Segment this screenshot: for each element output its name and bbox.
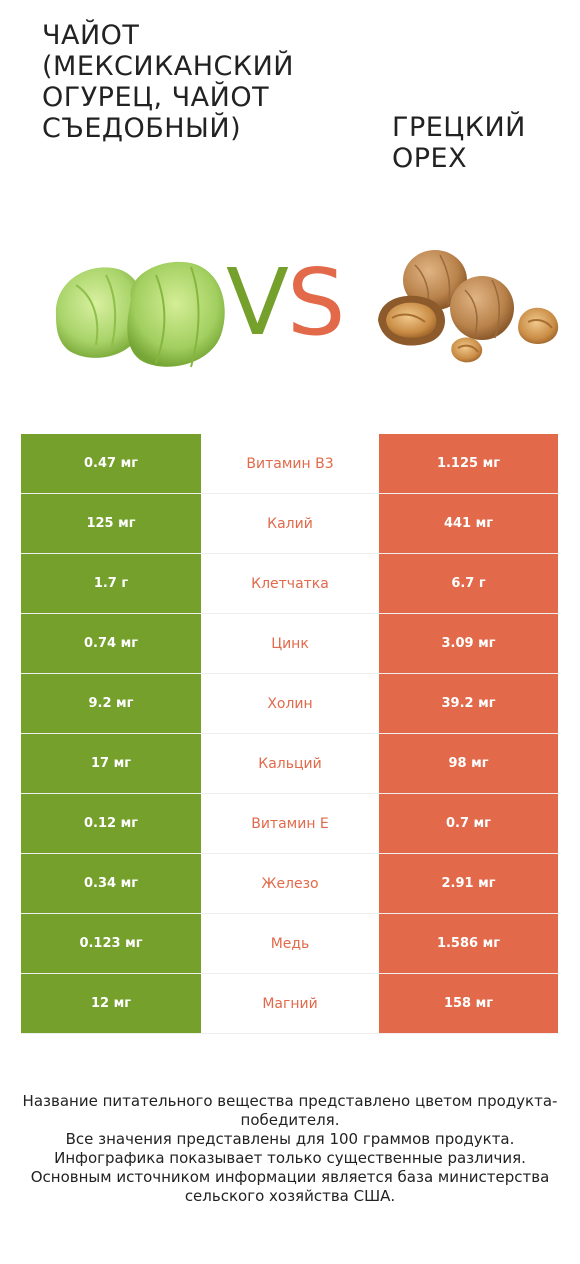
nutrient-name: Железо (201, 854, 379, 913)
left-value: 0.47 мг (21, 434, 201, 493)
right-value: 441 мг (379, 494, 558, 553)
footer-line: Все значения представлены для 100 граммо… (65, 1130, 515, 1148)
footer-line: Основным источником информации является … (30, 1168, 550, 1205)
right-value: 39.2 мг (379, 674, 558, 733)
right-value: 3.09 мг (379, 614, 558, 673)
left-value: 1.7 г (21, 554, 201, 613)
table-row: 125 мг Калий 441 мг (21, 494, 558, 554)
table-row: 9.2 мг Холин 39.2 мг (21, 674, 558, 734)
footer-line: Название питательного вещества представл… (22, 1092, 558, 1129)
nutrient-name: Кальций (201, 734, 379, 793)
table-row: 17 мг Кальций 98 мг (21, 734, 558, 794)
nutrient-name: Калий (201, 494, 379, 553)
left-product-title: Чайот (мексиканский огурец, чайот съедоб… (42, 20, 294, 144)
walnut-image (378, 250, 559, 363)
nutrient-name: Цинк (201, 614, 379, 673)
right-value: 98 мг (379, 734, 558, 793)
right-value: 2.91 мг (379, 854, 558, 913)
left-value: 9.2 мг (21, 674, 201, 733)
table-row: 1.7 г Клетчатка 6.7 г (21, 554, 558, 614)
right-value: 0.7 мг (379, 794, 558, 853)
table-row: 0.34 мг Железо 2.91 мг (21, 854, 558, 914)
nutrient-name: Магний (201, 974, 379, 1033)
left-value: 0.123 мг (21, 914, 201, 973)
right-value: 1.125 мг (379, 434, 558, 493)
left-value: 125 мг (21, 494, 201, 553)
left-value: 12 мг (21, 974, 201, 1033)
right-product-title: Грецкий орех (392, 112, 526, 174)
nutrient-name: Витамин B3 (201, 434, 379, 493)
table-row: 0.47 мг Витамин B3 1.125 мг (21, 434, 558, 494)
table-row: 0.12 мг Витамин E 0.7 мг (21, 794, 558, 854)
right-value: 6.7 г (379, 554, 558, 613)
nutrient-name: Медь (201, 914, 379, 973)
left-value: 0.34 мг (21, 854, 201, 913)
table-row: 0.74 мг Цинк 3.09 мг (21, 614, 558, 674)
right-value: 158 мг (379, 974, 558, 1033)
footer-line: Инфографика показывает только существенн… (54, 1149, 526, 1167)
table-row: 12 мг Магний 158 мг (21, 974, 558, 1034)
footer-notes: Название питательного вещества представл… (20, 1092, 560, 1206)
comparison-table: 0.47 мг Витамин B3 1.125 мг 125 мг Калий… (21, 434, 558, 1034)
left-value: 0.12 мг (21, 794, 201, 853)
nutrient-name: Клетчатка (201, 554, 379, 613)
left-value: 17 мг (21, 734, 201, 793)
left-value: 0.74 мг (21, 614, 201, 673)
table-row: 0.123 мг Медь 1.586 мг (21, 914, 558, 974)
nutrient-name: Холин (201, 674, 379, 733)
vs-label: VS (226, 255, 345, 351)
vs-s-letter: S (286, 249, 345, 356)
chayote-image (55, 261, 225, 368)
right-value: 1.586 мг (379, 914, 558, 973)
nutrient-name: Витамин E (201, 794, 379, 853)
vs-v-letter: V (226, 249, 289, 356)
